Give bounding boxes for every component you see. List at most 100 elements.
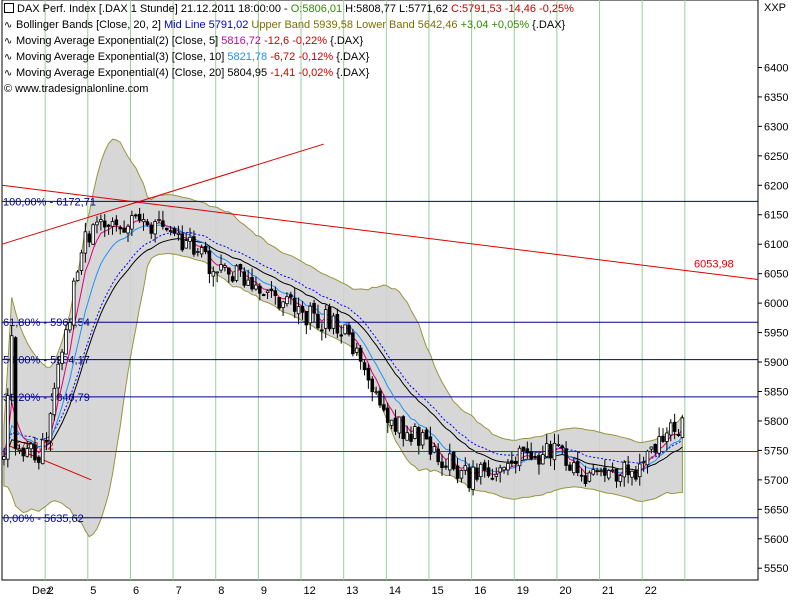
legend-ema20-name: Moving Average Exponential(4) [Close, 20… (16, 67, 225, 79)
candle-body (331, 315, 336, 329)
candle-body (87, 233, 91, 243)
candle-body (110, 221, 115, 227)
candle-body (467, 467, 471, 489)
candle-body (21, 447, 26, 457)
candle-body (599, 470, 603, 472)
candle-body (641, 461, 646, 464)
candle-body (575, 461, 580, 474)
candle-body (285, 296, 289, 305)
candle-body (292, 297, 297, 312)
candle-body (126, 225, 130, 234)
x-tick-label: Dez (32, 585, 52, 597)
candle-body (366, 367, 371, 381)
candle-body (254, 284, 258, 290)
candle-body (653, 443, 658, 453)
candle-body (230, 276, 235, 282)
candle-body (618, 475, 623, 483)
candle-body (490, 477, 495, 480)
candle-body (215, 271, 219, 274)
legend-instrument: DAX Perf. Index [.DAX 1 Stunde] 21.12.20… (17, 3, 291, 15)
legend-ema5-name: Moving Average Exponential(2) [Close, 5] (16, 35, 219, 47)
candle-body (521, 446, 526, 452)
x-tick-label: 16 (474, 585, 486, 597)
candle-body (436, 448, 440, 463)
candle-body (83, 231, 88, 254)
legend-low: L:5771,62 (395, 3, 448, 15)
candle-body (300, 305, 305, 313)
y-tick-label: 5550 (764, 563, 788, 575)
candle-body (56, 363, 60, 389)
candle-body (269, 288, 274, 291)
candle-body (304, 310, 309, 326)
candle-body (149, 224, 154, 234)
candle-body (583, 475, 588, 484)
indicator-wave-icon: ∿ (4, 36, 13, 47)
candle-body (234, 265, 239, 281)
chart-legend: DAX Perf. Index [.DAX 1 Stunde] 21.12.20… (4, 1, 574, 97)
legend-copyright: © www.tradesignalonline.com (4, 83, 149, 95)
candle-body (114, 219, 119, 226)
legend-ema20-suffix: {.DAX} (333, 67, 370, 79)
candle-body (661, 436, 665, 442)
candle-body (502, 466, 506, 471)
legend-ema5-suffix: {.DAX} (327, 35, 364, 47)
candle-body (258, 285, 262, 294)
candle-body (486, 467, 491, 477)
candle-body (33, 444, 37, 461)
candle-body (572, 462, 576, 474)
legend-ema20-change: -1,41 -0,02% (267, 67, 334, 79)
candle-body (606, 470, 611, 479)
y-tick-label: 5950 (764, 328, 788, 340)
y-tick-label: 6250 (764, 151, 788, 163)
candle-body (199, 247, 204, 255)
candle-body (75, 271, 80, 282)
candle-body (320, 329, 324, 332)
ema10-line (3, 224, 683, 474)
legend-ema20-row: ∿ Moving Average Exponential(4) [Close, 2… (4, 65, 574, 81)
candle-body (610, 469, 615, 472)
candle-body (405, 432, 409, 441)
candle-body (482, 462, 487, 471)
x-tick-label: 2 (48, 585, 54, 597)
candle-body (312, 302, 316, 314)
candle-body (203, 245, 208, 253)
y-tick-label: 5700 (764, 475, 788, 487)
candle-body (71, 280, 76, 326)
candle-body (207, 250, 212, 274)
trend-line (1, 143, 324, 245)
candle-body (494, 473, 499, 478)
y-tick-label: 6000 (764, 298, 788, 310)
y-tick-label: 6200 (764, 180, 788, 192)
y-tick-label: 6100 (764, 239, 788, 251)
candle-body (106, 224, 111, 227)
x-tick-label: 5 (90, 585, 96, 597)
fib-level-label: 38,20% - 5840,79 (3, 392, 90, 404)
candle-body (630, 470, 634, 478)
candle-body (479, 463, 483, 477)
candle-body (184, 240, 188, 249)
candle-body (448, 453, 452, 471)
candle-body (680, 417, 685, 438)
candle-body (238, 263, 243, 270)
candle-body (339, 334, 343, 337)
candle-body (603, 467, 607, 476)
candle-body (591, 469, 595, 475)
candle-body (102, 220, 107, 228)
candle-body (517, 447, 522, 467)
candle-body (118, 226, 123, 230)
legend-bollinger-name: Bollinger Bands [Close, 20, 2] (16, 19, 161, 31)
candle-body (99, 219, 103, 223)
candle-body (48, 413, 53, 442)
candle-body (351, 332, 355, 355)
candle-body (265, 290, 270, 294)
candle-body (188, 236, 192, 242)
candle-body (393, 417, 398, 432)
candle-body (665, 432, 669, 442)
bollinger-band (3, 138, 683, 538)
candle-body (544, 443, 549, 458)
candle-body (420, 432, 425, 446)
candle-body (281, 301, 285, 308)
candle-body (498, 467, 502, 473)
legend-bollinger-upper: Upper Band 5939,58 (248, 19, 353, 31)
x-tick-label: 9 (261, 585, 267, 597)
